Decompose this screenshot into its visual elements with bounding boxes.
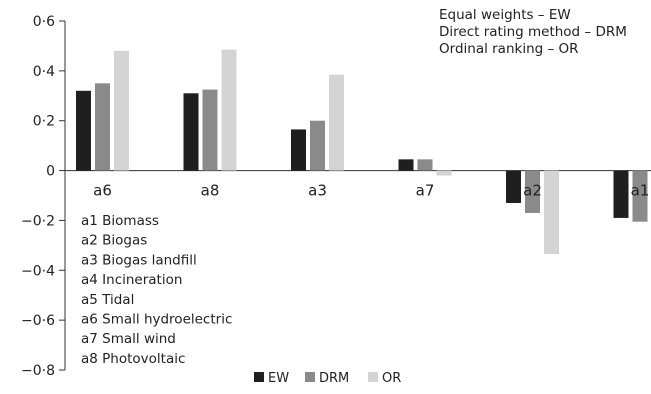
bar-ew-a7 xyxy=(398,159,414,171)
alternative-key-item: a2 Biogas xyxy=(81,233,147,249)
bar-or-a8 xyxy=(221,49,237,171)
alternative-key-item: a4 Incineration xyxy=(81,272,182,288)
alternative-key-item: a6 Small hydroelectric xyxy=(81,312,232,328)
y-tick-label: 0·2 xyxy=(33,114,55,130)
legend-label-ew: EW xyxy=(268,371,289,386)
bar-drm-a3 xyxy=(310,120,325,171)
alternative-key-item: a8 Photovoltaic xyxy=(81,351,185,367)
alternative-key: a1 Biomass a2 Biogas a3 Biogas landfill a4 … xyxy=(81,213,232,367)
legend-label-drm: DRM xyxy=(319,371,349,386)
legend-swatch-drm xyxy=(305,372,315,382)
y-tick-label: 0·6 xyxy=(33,14,55,30)
category-label: a3 xyxy=(308,182,327,200)
category-labels: a6a8a3a7a2a1a4 xyxy=(93,182,650,200)
bar-or-a7 xyxy=(436,170,452,176)
y-tick-label: −0·2 xyxy=(21,213,55,229)
bar-drm-a6 xyxy=(95,83,110,171)
bar-ew-a3 xyxy=(291,129,306,171)
bar-drm-a1 xyxy=(632,170,648,222)
y-tick-label: −0·8 xyxy=(21,363,55,379)
bar-or-a2 xyxy=(544,170,559,255)
bar-or-a6 xyxy=(114,50,129,171)
bar-drm-a7 xyxy=(417,159,433,171)
method-annotation: Ordinal ranking – OR xyxy=(439,41,579,57)
bars xyxy=(76,49,648,255)
alternative-key-item: a5 Tidal xyxy=(81,292,134,308)
category-label: a2 xyxy=(523,182,542,200)
y-tick-label: −0·6 xyxy=(21,313,55,329)
category-label: a7 xyxy=(416,182,435,200)
legend-label-or: OR xyxy=(382,371,401,386)
y-tick-label: 0 xyxy=(46,164,55,180)
method-annotation: Direct rating method – DRM xyxy=(439,24,627,40)
bar-drm-a8 xyxy=(202,89,218,171)
bar-ew-a1 xyxy=(613,170,629,218)
category-label: a8 xyxy=(201,182,220,200)
alternative-key-item: a1 Biomass xyxy=(81,213,159,229)
y-tick-label: 0·4 xyxy=(33,64,55,80)
legend: EW DRM OR xyxy=(254,371,401,386)
category-label: a1 xyxy=(631,182,650,200)
y-tick-label: −0·4 xyxy=(21,263,55,279)
bar-ew-a8 xyxy=(183,93,199,171)
bar-or-a3 xyxy=(329,74,344,171)
alternative-key-item: a7 Small wind xyxy=(81,331,176,347)
bar-drm-a2 xyxy=(525,170,540,213)
bar-ew-a2 xyxy=(506,170,521,203)
category-label: a6 xyxy=(93,182,112,200)
method-annotation: Equal weights – EW xyxy=(439,7,571,23)
legend-swatch-or xyxy=(368,372,378,382)
alternative-key-item: a3 Biogas landfill xyxy=(81,252,197,268)
bar-ew-a6 xyxy=(76,90,91,171)
legend-swatch-ew xyxy=(254,372,264,382)
